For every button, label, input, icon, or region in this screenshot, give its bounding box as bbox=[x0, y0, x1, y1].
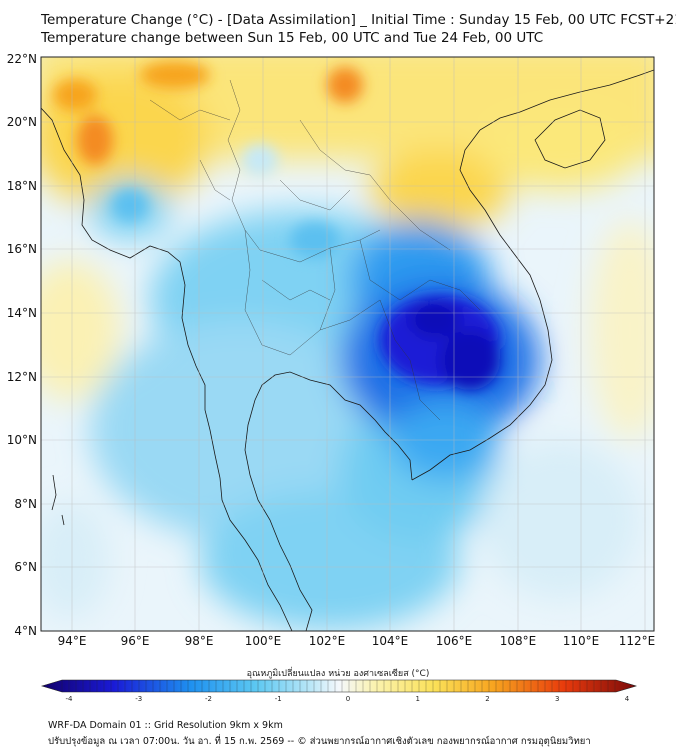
lat-label: 14°N bbox=[7, 306, 37, 320]
map-subtitle: Temperature change between Sun 15 Feb, 0… bbox=[41, 30, 544, 46]
colorbar-tick-label: -2 bbox=[205, 695, 212, 703]
lon-label: 100°E bbox=[245, 634, 282, 648]
plot-frame bbox=[40, 56, 655, 632]
lat-label: 16°N bbox=[7, 242, 37, 256]
latitude-axis: 22°N 20°N 18°N 16°N 14°N 12°N 10°N 8°N 6… bbox=[7, 52, 37, 638]
lon-label: 96°E bbox=[121, 634, 150, 648]
longitude-axis: 94°E 96°E 98°E 100°E 102°E 104°E 106°E 1… bbox=[58, 634, 656, 648]
colorbar-tick-label: 4 bbox=[625, 695, 630, 703]
lat-label: 6°N bbox=[14, 560, 37, 574]
lat-label: 22°N bbox=[7, 52, 37, 66]
colorbar-scale bbox=[40, 679, 638, 693]
lat-label: 8°N bbox=[14, 497, 37, 511]
model-info: WRF-DA Domain 01 :: Grid Resolution 9km … bbox=[48, 720, 283, 731]
lat-label: 18°N bbox=[7, 179, 37, 193]
update-credit: ปรับปรุงข้อมูล ณ เวลา 07:00น. วัน อา. ที… bbox=[48, 736, 591, 747]
lon-label: 94°E bbox=[58, 634, 87, 648]
lon-label: 102°E bbox=[309, 634, 346, 648]
lon-label: 110°E bbox=[563, 634, 600, 648]
lat-label: 20°N bbox=[7, 115, 37, 129]
province-borders bbox=[149, 79, 481, 421]
colorbar-tick-label: -1 bbox=[275, 695, 282, 703]
lat-label: 10°N bbox=[7, 433, 37, 447]
temperature-field bbox=[41, 57, 654, 631]
lat-label: 12°N bbox=[7, 370, 37, 384]
coastlines bbox=[41, 69, 654, 631]
lon-label: 104°E bbox=[372, 634, 409, 648]
colorbar-tick-label: 1 bbox=[416, 695, 420, 703]
colorbar-tick-label: 3 bbox=[555, 695, 559, 703]
lon-label: 98°E bbox=[185, 634, 214, 648]
lon-label: 106°E bbox=[436, 634, 473, 648]
colorbar-tick-label: -4 bbox=[66, 695, 74, 703]
colorbar: -4 -3 -2 -1 0 1 2 3 4 bbox=[40, 679, 638, 703]
colorbar-title: อุณหภูมิเปลี่ยนแปลง หน่วย องศาเซลเซียส (… bbox=[246, 669, 430, 679]
lat-label: 4°N bbox=[14, 624, 37, 638]
colorbar-tick-label: 0 bbox=[346, 695, 350, 703]
map-title: Temperature Change (°C) - [Data Assimila… bbox=[41, 12, 676, 28]
colorbar-tick-label: 2 bbox=[485, 695, 489, 703]
lon-label: 108°E bbox=[500, 634, 537, 648]
colorbar-tick-label: -3 bbox=[135, 695, 142, 703]
graticule bbox=[41, 57, 654, 631]
lon-label: 112°E bbox=[619, 634, 656, 648]
